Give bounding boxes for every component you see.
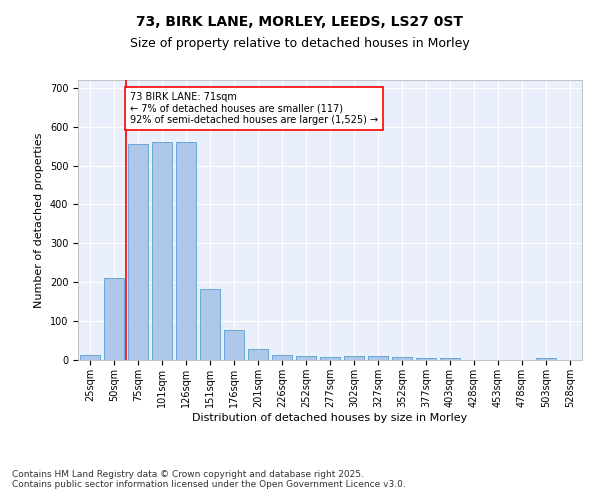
Bar [248,349,268,360]
Text: Contains HM Land Registry data © Crown copyright and database right 2025.
Contai: Contains HM Land Registry data © Crown c… [12,470,406,490]
Bar [104,278,124,360]
Bar [224,330,244,360]
Bar [176,142,196,360]
Bar [344,356,364,360]
Text: Size of property relative to detached houses in Morley: Size of property relative to detached ho… [130,38,470,51]
Text: 73, BIRK LANE, MORLEY, LEEDS, LS27 0ST: 73, BIRK LANE, MORLEY, LEEDS, LS27 0ST [137,15,464,29]
Bar [296,356,316,360]
Bar [152,142,172,360]
Bar [320,357,340,360]
Bar [440,358,460,360]
X-axis label: Distribution of detached houses by size in Morley: Distribution of detached houses by size … [193,412,467,422]
Bar [128,144,148,360]
Bar [536,358,556,360]
Bar [272,356,292,360]
Text: 73 BIRK LANE: 71sqm
← 7% of detached houses are smaller (117)
92% of semi-detach: 73 BIRK LANE: 71sqm ← 7% of detached hou… [130,92,378,125]
Bar [200,289,220,360]
Y-axis label: Number of detached properties: Number of detached properties [34,132,44,308]
Bar [80,356,100,360]
Bar [368,356,388,360]
Bar [416,358,436,360]
Bar [392,358,412,360]
